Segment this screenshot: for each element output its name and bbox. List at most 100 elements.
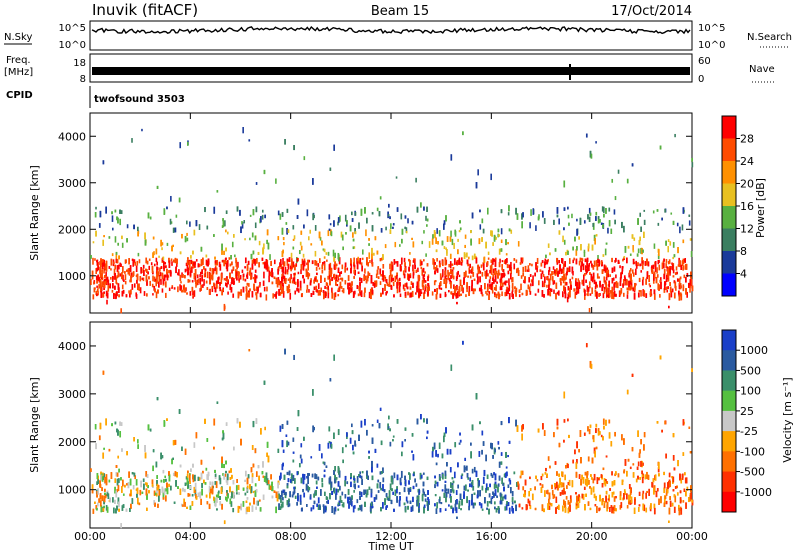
power-echo	[324, 286, 326, 289]
power-echo	[453, 276, 455, 280]
power-echo	[138, 288, 140, 291]
power-echo	[272, 282, 274, 285]
power-echo	[674, 292, 676, 298]
power-echo	[653, 265, 655, 269]
power-echo	[92, 258, 94, 265]
power-echo	[411, 238, 413, 240]
power-echo	[324, 261, 326, 264]
power-echo	[369, 273, 371, 276]
power-echo	[483, 229, 485, 234]
power-echo	[270, 261, 272, 266]
power-echo	[382, 264, 384, 269]
power-echo	[495, 275, 497, 282]
power-echo	[357, 263, 359, 270]
power-echo	[552, 276, 554, 281]
power-echo	[456, 262, 458, 265]
power-echo	[226, 278, 228, 282]
power-echo	[568, 292, 570, 295]
power-echo	[515, 208, 517, 215]
power-echo	[520, 284, 522, 290]
power-echo	[633, 259, 635, 264]
power-echo	[566, 282, 568, 285]
power-echo	[243, 287, 245, 293]
power-echo	[352, 218, 354, 222]
power-echo	[632, 234, 634, 238]
power-echo	[280, 283, 282, 288]
power-echo	[152, 275, 154, 281]
power-echo	[393, 294, 395, 297]
power-echo	[186, 292, 188, 294]
power-echo	[593, 273, 595, 279]
power-echo	[541, 263, 543, 267]
power-echo	[668, 239, 670, 242]
power-echo	[456, 293, 458, 299]
power-echo	[614, 220, 616, 224]
power-echo	[264, 287, 266, 292]
power-echo	[607, 273, 609, 277]
power-echo	[579, 282, 581, 289]
power-echo	[502, 273, 504, 278]
power-echo	[300, 242, 302, 246]
power-echo	[637, 218, 639, 225]
power-echo	[561, 269, 563, 274]
power-echo	[180, 275, 182, 281]
power-colorbar-tick-label: 12	[740, 223, 754, 236]
power-echo	[495, 260, 497, 267]
power-colorbar-swatch	[722, 139, 736, 162]
power-echo	[158, 256, 160, 258]
power-echo	[459, 230, 461, 232]
power-echo	[192, 251, 194, 255]
power-echo	[99, 223, 101, 228]
power-echo	[492, 278, 494, 281]
power-echo	[632, 245, 634, 251]
power-echo	[501, 291, 503, 296]
power-echo	[200, 285, 202, 291]
power-echo	[597, 264, 599, 271]
power-echo	[627, 291, 629, 294]
power-echo	[299, 250, 301, 254]
power-echo	[203, 266, 205, 269]
power-echo	[287, 269, 289, 272]
power-echo	[520, 262, 522, 265]
power-echo	[287, 259, 289, 262]
power-echo	[201, 269, 203, 274]
power-echo	[350, 268, 352, 273]
power-echo	[229, 257, 231, 259]
power-echo	[553, 266, 555, 269]
power-echo	[114, 265, 116, 270]
power-echo	[135, 292, 137, 296]
nsearch-tick-top: 10^5	[698, 23, 725, 34]
power-echo	[609, 274, 611, 277]
power-echo	[285, 278, 287, 281]
power-echo	[660, 145, 662, 149]
beam-title: Beam 15	[371, 4, 429, 19]
power-echo	[416, 286, 418, 293]
power-echo	[379, 269, 381, 275]
power-echo	[465, 294, 467, 297]
power-echo	[307, 260, 309, 265]
power-echo	[312, 260, 314, 264]
power-echo	[553, 290, 555, 294]
power-echo	[346, 220, 348, 224]
power-echo	[674, 282, 676, 289]
power-echo	[275, 178, 277, 183]
power-echo	[248, 139, 250, 141]
power-echo	[238, 292, 240, 299]
power-echo	[330, 223, 332, 225]
power-echo	[341, 278, 343, 282]
power-echo	[602, 284, 604, 288]
power-echo	[460, 227, 462, 230]
power-echo	[262, 258, 264, 261]
power-echo	[609, 220, 611, 226]
power-echo	[663, 274, 665, 279]
power-echo	[381, 228, 383, 232]
power-echo	[283, 237, 285, 240]
power-echo	[656, 277, 658, 283]
power-echo	[450, 269, 452, 274]
power-echo	[139, 276, 141, 281]
power-echo	[221, 273, 223, 280]
power-echo	[460, 294, 462, 296]
power-echo	[201, 247, 203, 252]
power-echo	[679, 261, 681, 265]
power-echo	[497, 273, 499, 279]
